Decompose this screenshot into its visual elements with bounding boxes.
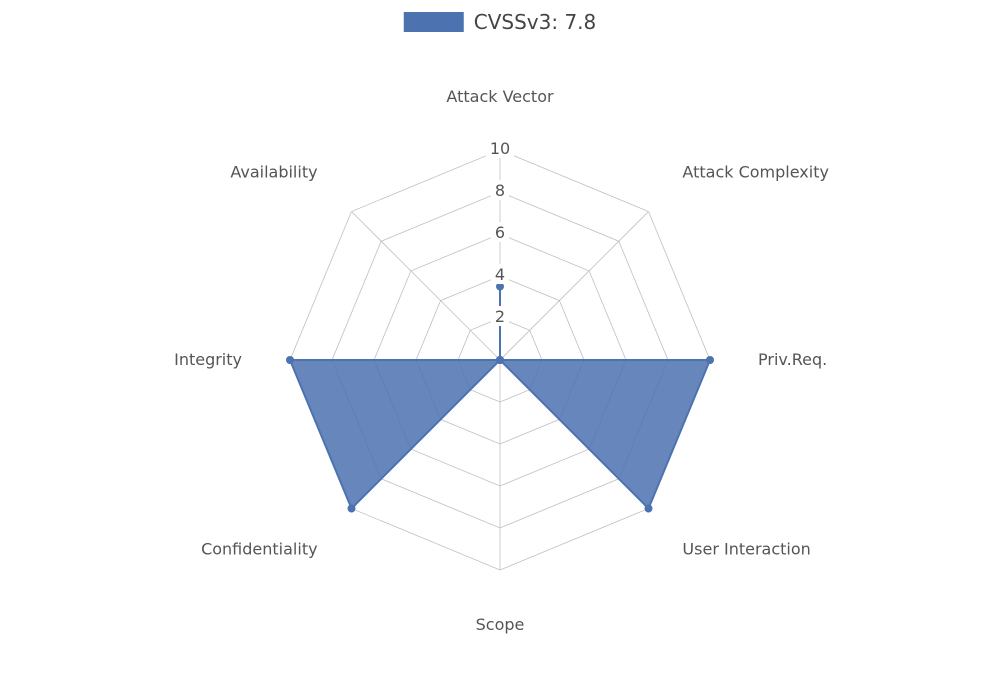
axis-label: Scope xyxy=(476,615,525,634)
chart-legend: CVSSv3: 7.8 xyxy=(404,10,597,34)
radar-chart-svg: Attack Vector Attack Complexity Priv.Req. U… xyxy=(0,0,1000,700)
data-marker xyxy=(286,356,294,364)
data-marker xyxy=(348,504,356,512)
axis-label: Attack Complexity xyxy=(682,163,829,182)
axis-label: Priv.Req. xyxy=(758,350,827,369)
tick-label: 10 xyxy=(490,139,510,158)
grid-spoke xyxy=(500,212,648,360)
legend-label: CVSSv3: 7.8 xyxy=(474,10,597,34)
axis-label: Attack Vector xyxy=(446,87,554,106)
legend-swatch xyxy=(404,12,464,32)
data-marker xyxy=(706,356,714,364)
tick-label: 2 xyxy=(495,307,505,326)
tick-label: 8 xyxy=(495,181,505,200)
axis-label: User Interaction xyxy=(682,539,810,558)
data-marker xyxy=(496,356,504,364)
data-marker xyxy=(644,504,652,512)
grid-spoke xyxy=(352,212,500,360)
axis-label: Availability xyxy=(230,163,317,182)
axis-label: Integrity xyxy=(174,350,242,369)
axis-label: Confidentiality xyxy=(201,539,317,558)
tick-label: 6 xyxy=(495,223,505,242)
radar-chart-container: CVSSv3: 7.8 Attack Vector Attack Complexi… xyxy=(0,0,1000,700)
tick-label: 4 xyxy=(495,265,505,284)
